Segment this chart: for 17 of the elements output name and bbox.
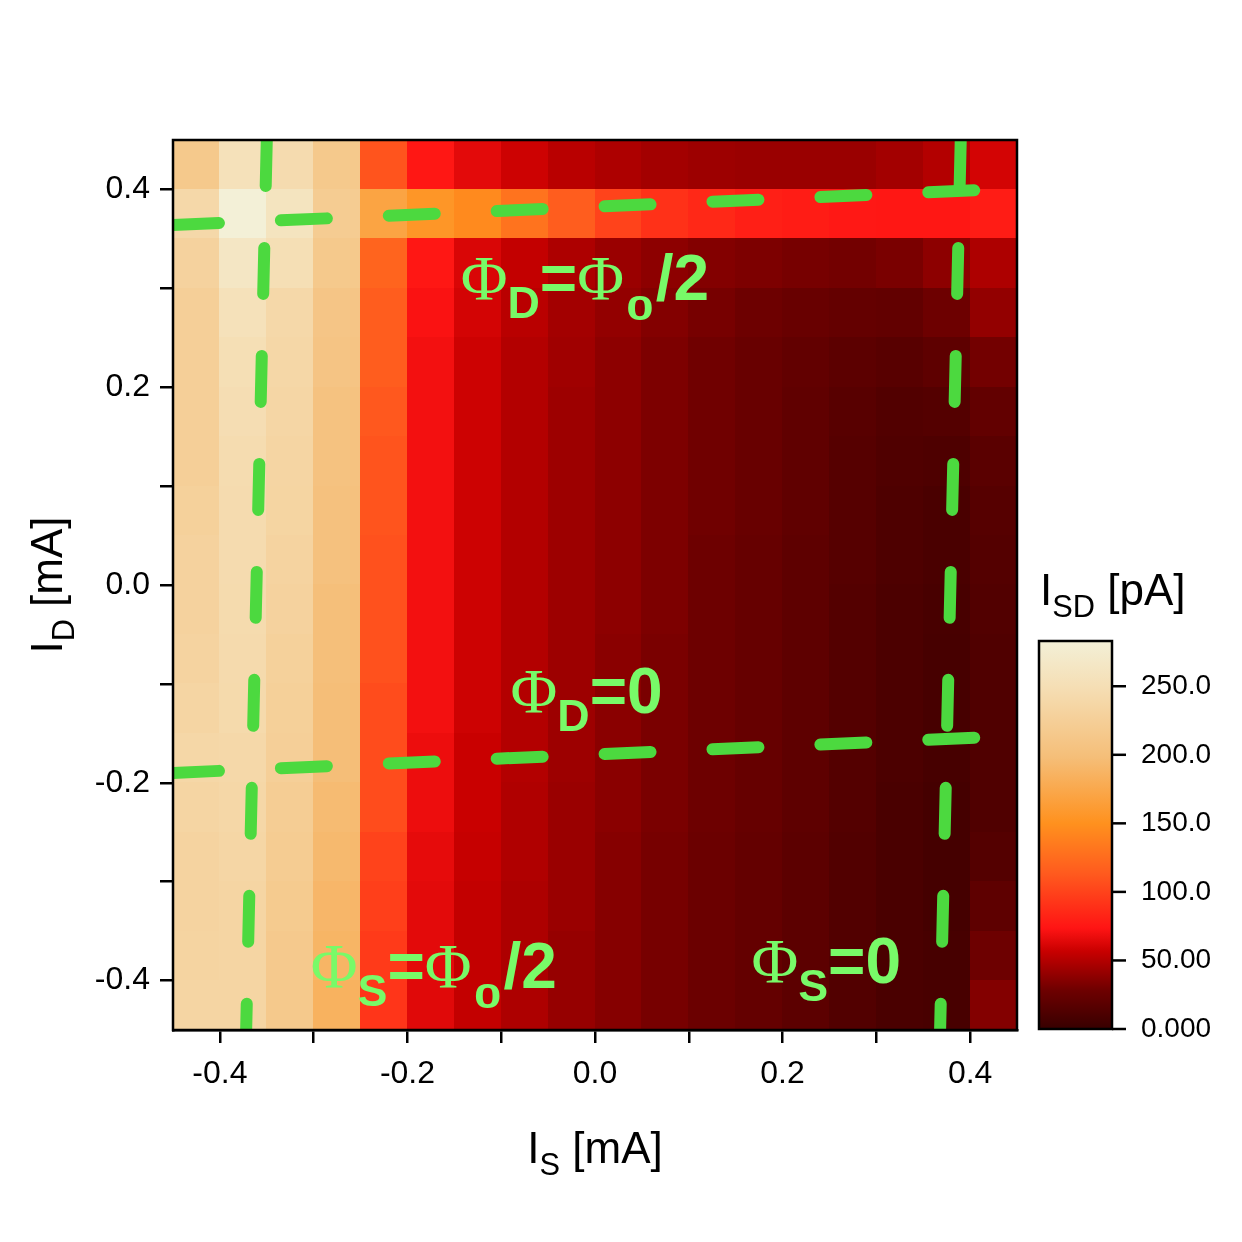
y-axis-title: ID [mA] [22, 516, 82, 654]
x-tick-label: 0.2 [760, 1054, 805, 1091]
color-bar-label: 50.00 [1141, 943, 1212, 975]
x-tick-label: 0.0 [572, 1054, 618, 1091]
y-tick-label: 0.0 [105, 564, 150, 601]
x-tick-label: 0.4 [947, 1054, 993, 1091]
y-tick-label: 0.4 [105, 169, 150, 206]
color-bar-label: 100.0 [1141, 874, 1212, 906]
color-bar-label: 150.0 [1141, 806, 1212, 838]
y-tick-label: -0.2 [94, 762, 150, 799]
x-tick-label: -0.2 [379, 1054, 436, 1091]
color-bar-label: 250.0 [1141, 668, 1212, 700]
color-bar-label: 200.0 [1141, 737, 1212, 769]
x-tick-label: -0.4 [192, 1054, 248, 1091]
y-tick-label: -0.4 [94, 960, 150, 997]
color-bar-label: 0.000 [1141, 1011, 1212, 1043]
y-tick-label: 0.2 [105, 367, 150, 404]
